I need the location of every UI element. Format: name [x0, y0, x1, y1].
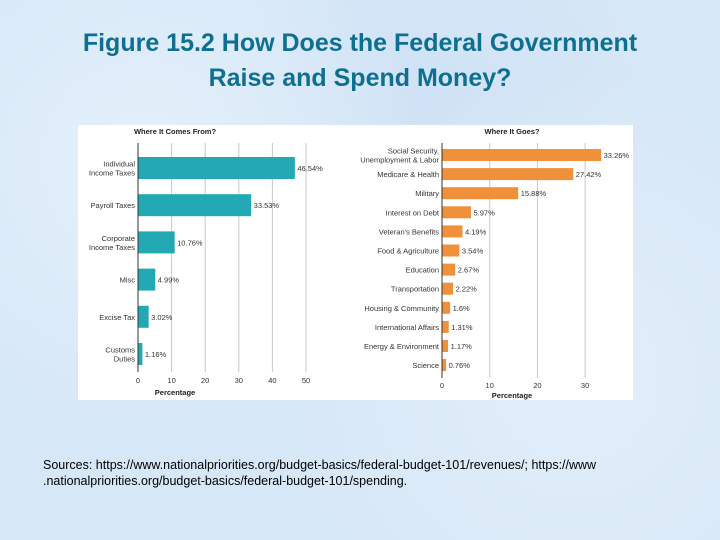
chart1-data-label: 1.16%	[145, 350, 167, 359]
chart1-category-label: Misc	[120, 276, 136, 285]
chart2-category-label: Housing & Community	[364, 304, 439, 313]
chart2-x-axis-label: Percentage	[492, 391, 532, 400]
chart2-category-label: Medicare & Health	[377, 170, 439, 179]
chart2-category-label: Military	[415, 189, 439, 198]
chart1-tick-label: 30	[235, 376, 243, 385]
chart1-category-label: Duties	[114, 355, 136, 364]
chart2-bar	[442, 282, 454, 295]
chart2-bar	[442, 149, 602, 161]
chart1-category-label: Individual	[103, 160, 135, 169]
chart2-bar	[442, 187, 519, 200]
chart2-category-label: Food & Agriculture	[377, 247, 439, 256]
chart2-category-label: Science	[412, 361, 439, 370]
chart2-category-label: Interest on Debt	[386, 208, 440, 217]
chart1-tick-label: 10	[167, 376, 175, 385]
chart1-data-label: 10.76%	[177, 238, 203, 247]
chart1-bar	[138, 231, 175, 254]
chart1-data-label: 4.99%	[158, 276, 180, 285]
chart2-title: Where It Goes?	[484, 127, 539, 136]
chart1-category-label: Excise Tax	[99, 313, 135, 322]
chart2-tick-label: 0	[440, 381, 444, 390]
chart1-data-label: 33.53%	[254, 201, 280, 210]
chart2-bar	[442, 301, 451, 314]
chart2-data-label: 5.97%	[473, 208, 495, 217]
chart2-bar	[442, 206, 471, 219]
chart2-category-label: Energy & Environment	[364, 342, 440, 351]
chart-panel: Where It Comes From? 0 10 20 30 40 50 Percentag…	[78, 125, 633, 400]
chart2-category-label: Veteran's Benefits	[379, 227, 439, 236]
chart2-data-label: 2.67%	[458, 266, 480, 275]
chart2-bar	[442, 359, 447, 372]
chart1-x-axis-label: Percentage	[155, 388, 195, 397]
chart2-data-label: 1.6%	[453, 304, 470, 313]
charts-svg: Where It Comes From? 0 10 20 30 40 50 Percentag…	[89, 127, 630, 400]
chart1-category-label: Income Taxes	[89, 243, 135, 252]
title-line-2: Raise and Spend Money?	[208, 64, 512, 92]
chart2-tick-label: 10	[486, 381, 494, 390]
chart2-data-label: 1.31%	[451, 323, 473, 332]
chart2-bar	[442, 168, 574, 181]
sources-text: Sources: https://www.nationalpriorities.…	[43, 458, 597, 488]
chart2-category-label: International Affairs	[375, 323, 439, 332]
chart2-data-label: 15.88%	[521, 189, 547, 198]
chart2-data-label: 27.42%	[576, 170, 602, 179]
chart1-data-label: 46.54%	[297, 164, 323, 173]
chart1-bar	[138, 194, 252, 217]
chart2-bar	[442, 244, 460, 257]
chart2-category-label: Transportation	[391, 285, 439, 294]
chart2-bar	[442, 320, 449, 333]
chart2-data-label: 33.26%	[604, 151, 630, 160]
chart2-category-label: Education	[406, 266, 439, 275]
chart1-bar	[138, 343, 143, 365]
chart1-title: Where It Comes From?	[134, 127, 217, 136]
chart1-tick-label: 0	[136, 376, 140, 385]
chart2-data-label: 0.76%	[449, 361, 471, 370]
chart2-tick-label: 30	[581, 381, 589, 390]
chart1-bar	[138, 268, 156, 291]
chart2-tick-label: 20	[533, 381, 541, 390]
chart2-category-label: Unemployment & Labor	[360, 156, 439, 165]
chart1-data-label: 3.02%	[151, 313, 173, 322]
chart1-category-label: Corporate	[102, 234, 135, 243]
chart2-bar	[442, 340, 449, 352]
chart2-bar	[442, 263, 456, 276]
chart2-data-label: 4.19%	[465, 227, 487, 236]
chart1-tick-label: 40	[268, 376, 276, 385]
chart2-data-label: 2.22%	[456, 285, 478, 294]
chart2-data-label: 3.54%	[462, 247, 484, 256]
chart2-bar	[442, 225, 463, 238]
chart1-tick-label: 20	[201, 376, 209, 385]
chart2-category-label: Social Security,	[388, 147, 439, 156]
title-line-1: Figure 15.2 How Does the Federal Governm…	[82, 29, 638, 57]
chart1-category-label: Customs	[105, 346, 135, 355]
chart1-category-label: Payroll Taxes	[91, 201, 136, 210]
chart1-category-label: Income Taxes	[89, 169, 135, 178]
chart1-tick-label: 50	[302, 376, 310, 385]
chart2-data-label: 1.17%	[451, 342, 473, 351]
chart1-bar	[138, 157, 295, 179]
chart1-bar	[138, 305, 149, 328]
slide-title: Figure 15.2 How Does the Federal Governm…	[0, 26, 720, 96]
